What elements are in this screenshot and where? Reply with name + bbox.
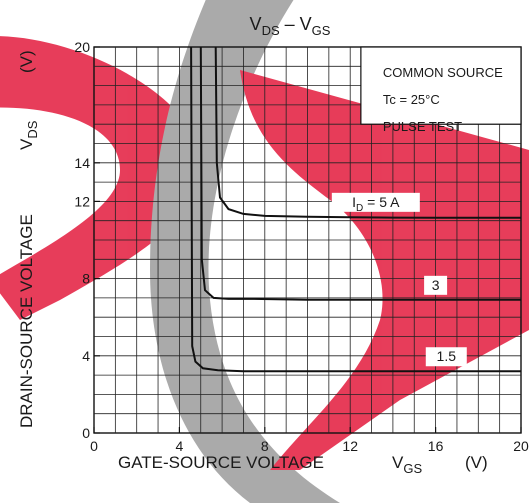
series-curves: ID = 5 A 3 1.5 (190, 46, 521, 373)
legend-box-line: PULSE TEST (383, 119, 462, 134)
series-label-pre: I (352, 194, 356, 210)
x-axis-label: GATE-SOURCE VOLTAGE (118, 453, 324, 472)
x-tick-label: 4 (176, 438, 184, 454)
series-label: ID = 5 A (352, 194, 400, 214)
x-axis-symbol: V (392, 453, 404, 472)
watermark-gray-arc (150, 0, 340, 503)
series-label-sub: D (356, 203, 363, 214)
x-tick-label: 0 (90, 438, 98, 454)
legend-box-line: COMMON SOURCE (383, 65, 503, 80)
tick-labels: 0 4 8 12 16 20 0 4 8 12 14 20 (74, 39, 529, 454)
series-label: 1.5 (437, 348, 457, 364)
series-label: 3 (432, 277, 440, 293)
x-tick-label: 20 (513, 438, 529, 454)
y-axis-symbol-sub: DS (25, 120, 40, 138)
x-axis-title: GATE-SOURCE VOLTAGE VGS (V) (118, 453, 488, 477)
series-curve (190, 46, 521, 373)
y-tick-label: 0 (82, 425, 90, 441)
title-sub-ds: DS (262, 23, 280, 38)
x-axis-unit: (V) (465, 453, 488, 472)
y-axis-unit: (V) (17, 50, 36, 73)
title-dash: – V (280, 14, 312, 34)
y-axis-label: DRAIN-SOURCE VOLTAGE (17, 214, 36, 428)
legend-box-frame (360, 46, 522, 125)
chart-title: VDS – VGS (250, 14, 331, 38)
x-tick-label: 8 (261, 438, 269, 454)
series-curve (214, 46, 521, 219)
y-tick-label: 20 (74, 39, 90, 55)
y-tick-label: 14 (74, 155, 90, 171)
y-tick-label: 8 (82, 271, 90, 287)
legend-box: COMMON SOURCE Tc = 25°C PULSE TEST (360, 46, 522, 134)
x-tick-label: 12 (342, 438, 358, 454)
series-label-bg (331, 192, 420, 212)
series-label-post: = 5 A (363, 194, 400, 210)
title-sub-gs: GS (312, 23, 331, 38)
y-tick-label: 12 (74, 193, 90, 209)
y-tick-label: 4 (82, 348, 90, 364)
series-label-bg (424, 275, 448, 295)
x-axis-symbol-sub: GS (403, 461, 422, 476)
x-tick-label: 16 (428, 438, 444, 454)
series-curve (199, 46, 521, 301)
series-label-bg (425, 347, 467, 367)
y-axis-title: DRAIN-SOURCE VOLTAGE VDS (V) (17, 50, 41, 428)
legend-box-line: Tc = 25°C (383, 92, 440, 107)
y-axis-symbol: V (17, 138, 36, 150)
title-main: V (250, 14, 262, 34)
watermark-red-swoosh (0, 36, 202, 320)
